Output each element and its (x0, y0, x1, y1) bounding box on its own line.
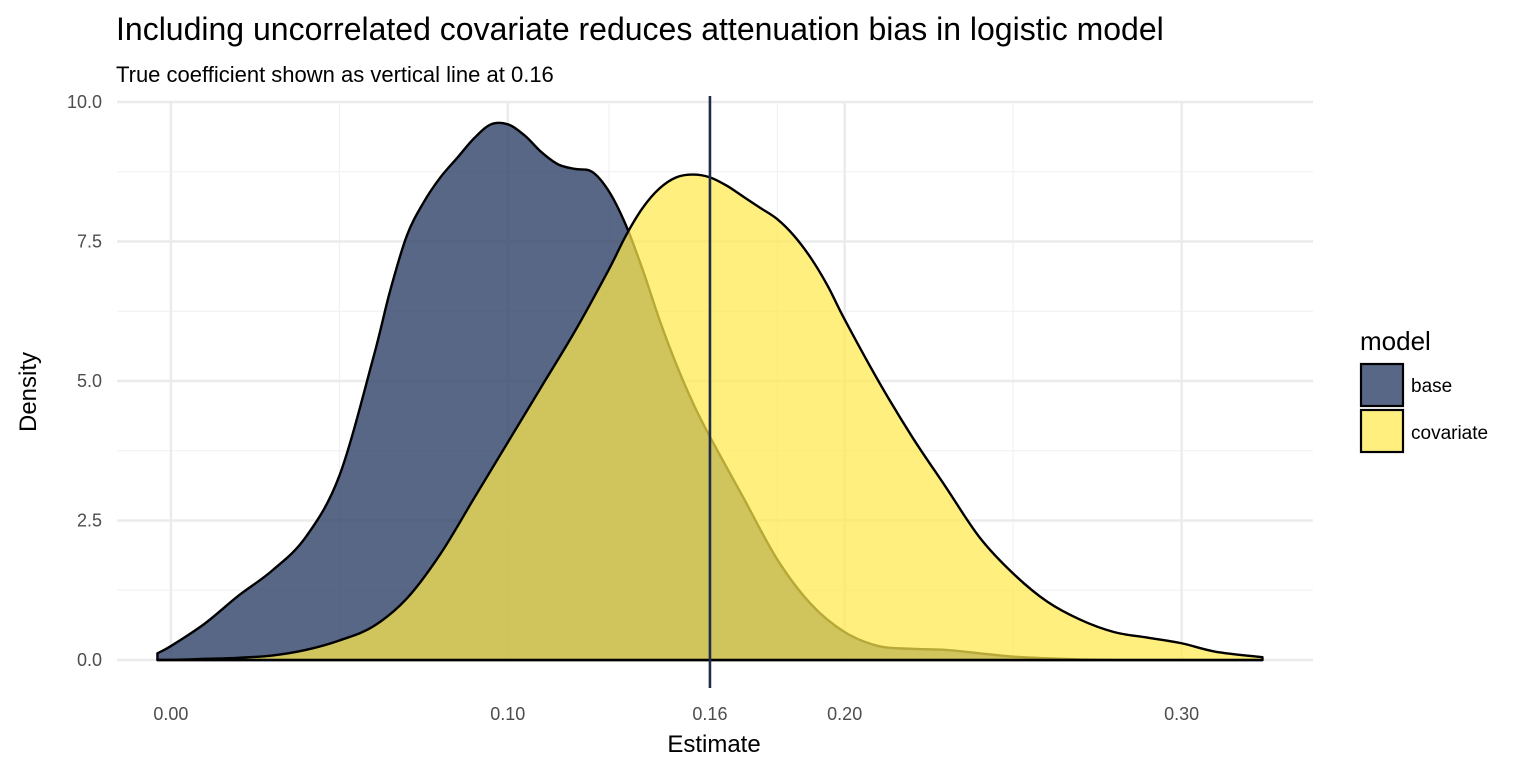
y-tick-label: 7.5 (77, 232, 102, 252)
y-tick-label: 0.0 (77, 650, 102, 670)
x-tick-label: 0.30 (1164, 704, 1199, 724)
y-axis-title: Density (15, 352, 42, 432)
x-tick-label: 0.16 (692, 704, 727, 724)
legend-label-covariate: covariate (1411, 423, 1488, 444)
legend-swatch-base (1359, 362, 1405, 408)
x-tick-label: 0.00 (153, 704, 188, 724)
chart-title: Including uncorrelated covariate reduces… (116, 11, 1164, 47)
legend-label-base: base (1411, 376, 1452, 397)
legend-swatch-covariate (1359, 408, 1405, 454)
x-tick-label: 0.20 (827, 704, 862, 724)
y-tick-label: 10.0 (67, 92, 102, 112)
chart-subtitle: True coefficient shown as vertical line … (116, 62, 554, 87)
x-axis-title: Estimate (667, 731, 760, 758)
legend-title: model (1360, 326, 1431, 356)
legend: model base covariate (1359, 326, 1488, 454)
y-tick-label: 2.5 (77, 511, 102, 531)
x-axis-ticks: 0.00 0.10 0.16 0.20 0.30 (153, 704, 1199, 724)
x-tick-label: 0.10 (490, 704, 525, 724)
y-tick-label: 5.0 (77, 371, 102, 391)
y-axis-ticks: 0.0 2.5 5.0 7.5 10.0 (67, 92, 102, 670)
